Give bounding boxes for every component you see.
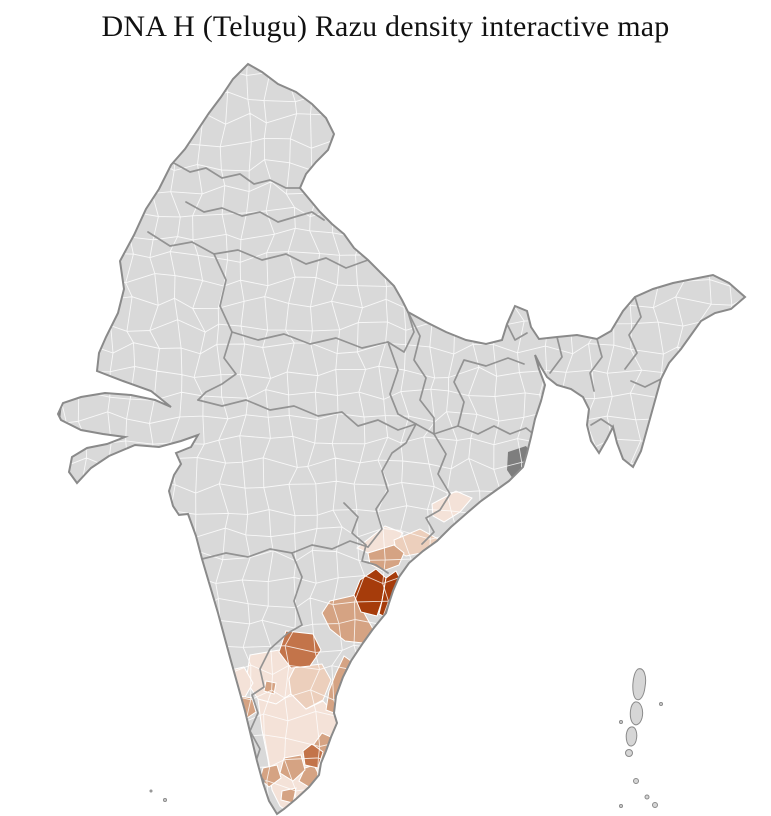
- lakshadweep-island[interactable]: [163, 798, 167, 802]
- island-dot[interactable]: [619, 720, 623, 724]
- nicobar-island[interactable]: [644, 794, 650, 800]
- lakshadweep-island[interactable]: [149, 789, 153, 793]
- nicobar-island[interactable]: [619, 804, 623, 808]
- map-title: DNA H (Telugu) Razu density interactive …: [101, 10, 670, 43]
- india-landmass: [58, 64, 745, 814]
- andaman-island[interactable]: [625, 726, 638, 747]
- islands[interactable]: [149, 668, 663, 808]
- nicobar-island[interactable]: [633, 778, 639, 784]
- andaman-island[interactable]: [632, 668, 647, 701]
- density-region[interactable]: [279, 754, 306, 782]
- nicobar-island[interactable]: [652, 802, 658, 808]
- density-region[interactable]: [278, 630, 322, 669]
- andaman-island[interactable]: [629, 701, 644, 726]
- andaman-island[interactable]: [625, 749, 633, 757]
- density-region[interactable]: [353, 568, 387, 617]
- island-dot[interactable]: [659, 702, 663, 706]
